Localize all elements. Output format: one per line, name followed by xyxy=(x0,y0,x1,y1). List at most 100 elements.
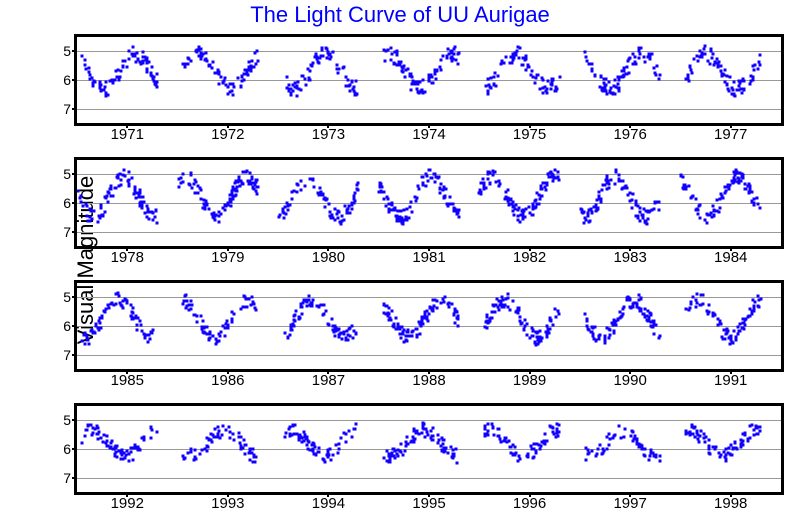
data-point xyxy=(704,53,707,56)
data-point xyxy=(730,334,733,337)
data-point xyxy=(140,207,143,210)
data-point xyxy=(455,461,458,464)
data-point xyxy=(600,453,603,456)
data-point xyxy=(324,461,327,464)
data-point xyxy=(710,56,713,59)
x-tick-mark xyxy=(126,123,128,128)
data-point xyxy=(188,184,191,187)
data-point xyxy=(752,203,755,206)
data-point xyxy=(311,178,314,181)
data-point xyxy=(432,298,435,301)
data-point xyxy=(546,87,549,90)
data-point xyxy=(105,440,108,443)
data-point xyxy=(702,48,705,51)
x-tick-mark xyxy=(428,369,430,374)
data-point xyxy=(186,305,189,308)
data-point xyxy=(388,461,391,464)
data-point xyxy=(615,324,618,327)
data-point xyxy=(92,81,95,84)
data-point xyxy=(537,74,540,77)
data-point xyxy=(83,64,86,67)
data-point xyxy=(452,312,455,315)
data-point xyxy=(482,184,485,187)
data-point xyxy=(402,209,405,212)
data-point xyxy=(201,320,204,323)
data-point xyxy=(146,341,149,344)
data-point xyxy=(400,450,403,453)
data-point xyxy=(100,89,103,92)
x-tick-mark xyxy=(327,492,329,497)
data-point xyxy=(717,211,720,214)
x-tick-label: 1976 xyxy=(613,126,646,143)
data-point xyxy=(615,85,618,88)
data-point xyxy=(750,199,753,202)
data-point xyxy=(338,327,341,330)
data-point xyxy=(143,212,146,215)
data-point xyxy=(511,53,514,56)
data-point xyxy=(639,297,642,300)
data-point xyxy=(148,338,151,341)
data-point xyxy=(438,191,441,194)
data-point xyxy=(637,46,640,49)
data-point xyxy=(604,77,607,80)
data-point xyxy=(490,422,493,425)
data-point xyxy=(556,309,559,312)
data-point xyxy=(521,64,524,67)
data-point xyxy=(648,311,651,314)
data-point xyxy=(687,80,690,83)
data-point xyxy=(355,187,358,190)
data-point xyxy=(332,331,335,334)
data-point xyxy=(201,449,204,452)
data-point xyxy=(320,54,323,57)
data-point xyxy=(596,448,599,451)
gridline xyxy=(77,109,781,110)
data-point xyxy=(423,311,426,314)
data-point xyxy=(202,53,205,56)
data-point xyxy=(204,59,207,62)
data-point xyxy=(133,193,136,196)
data-point xyxy=(312,441,315,444)
data-point xyxy=(130,315,133,318)
x-tick-label: 1995 xyxy=(412,495,445,512)
data-point xyxy=(759,298,762,301)
data-point xyxy=(628,305,631,308)
data-point xyxy=(217,215,220,218)
data-point xyxy=(596,207,599,210)
y-tick-mark xyxy=(72,325,77,327)
data-point xyxy=(332,453,335,456)
data-point xyxy=(612,330,615,333)
data-point xyxy=(554,436,557,439)
data-point xyxy=(256,185,259,188)
x-tick-label: 1989 xyxy=(513,372,546,389)
data-point xyxy=(303,435,306,438)
data-point xyxy=(556,176,559,179)
data-point xyxy=(136,329,139,332)
data-point xyxy=(291,190,294,193)
data-point xyxy=(326,456,329,459)
data-point xyxy=(688,309,691,312)
data-point xyxy=(427,312,430,315)
data-point xyxy=(454,59,457,62)
data-point xyxy=(756,202,759,205)
data-point xyxy=(610,321,613,324)
data-point xyxy=(738,172,741,175)
data-point xyxy=(449,57,452,60)
data-point xyxy=(307,440,310,443)
data-point xyxy=(349,211,352,214)
data-point xyxy=(150,65,153,68)
data-point xyxy=(618,425,621,428)
data-point xyxy=(93,210,96,213)
data-point xyxy=(395,453,398,456)
data-point xyxy=(442,196,445,199)
data-point xyxy=(486,89,489,92)
data-point xyxy=(211,335,214,338)
data-point xyxy=(659,334,662,337)
data-point xyxy=(199,189,202,192)
data-point xyxy=(552,430,555,433)
data-point xyxy=(181,172,184,175)
data-point xyxy=(629,200,632,203)
data-point xyxy=(220,76,223,79)
data-point xyxy=(479,193,482,196)
data-point xyxy=(83,434,86,437)
data-point xyxy=(236,77,239,80)
